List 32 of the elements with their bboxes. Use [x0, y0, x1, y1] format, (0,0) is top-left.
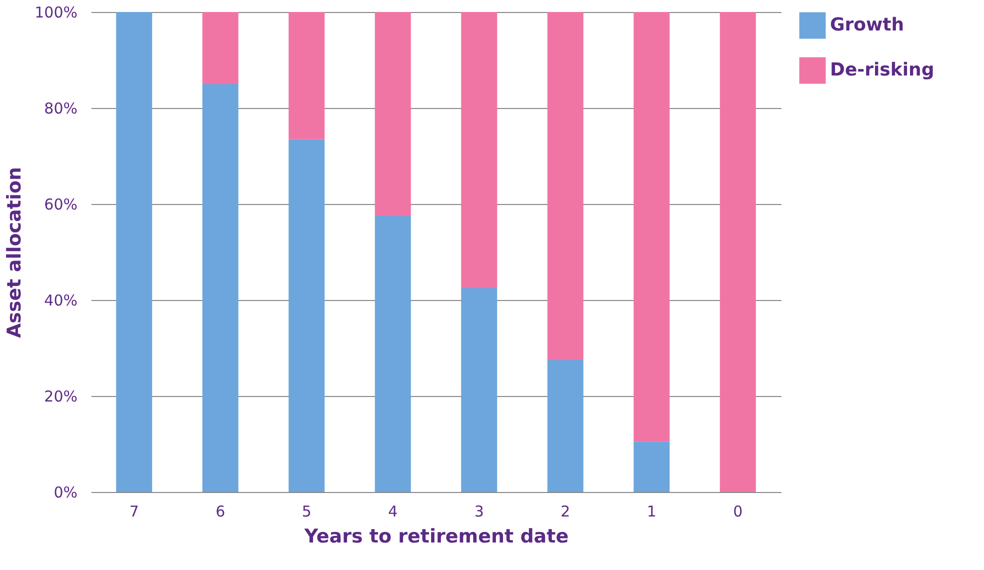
x-tick-label: 2	[560, 502, 570, 520]
y-tick-label: 60%	[44, 196, 78, 214]
bar	[202, 84, 238, 492]
legend-label: Growth	[830, 14, 904, 36]
legend-label: De-risking	[830, 60, 934, 80]
bar	[461, 12, 498, 288]
bar	[634, 12, 670, 442]
bar	[202, 12, 238, 84]
x-tick-label: 7	[129, 502, 139, 520]
bar	[461, 288, 498, 492]
bar	[720, 12, 756, 492]
x-axis-title: Years to retirement date	[303, 526, 569, 548]
x-tick-label: 4	[388, 502, 398, 520]
bar	[116, 12, 152, 492]
x-tick-label: 6	[216, 502, 226, 520]
bar	[288, 139, 325, 492]
y-tick-label: 40%	[44, 292, 78, 310]
bar	[547, 12, 584, 360]
y-axis-title: Asset allocation	[4, 166, 26, 338]
x-tick-label: 5	[302, 502, 312, 520]
x-tick-label: 0	[733, 502, 743, 520]
bar	[288, 12, 325, 140]
y-tick-label: 0%	[54, 484, 78, 502]
y-tick-label: 100%	[34, 4, 78, 22]
bar	[634, 442, 670, 492]
bar	[547, 360, 584, 492]
bar	[374, 12, 411, 216]
x-tick-label: 1	[646, 502, 656, 520]
bar	[374, 216, 411, 492]
y-tick-label: 80%	[44, 100, 78, 118]
x-tick-label: 3	[474, 502, 484, 520]
y-tick-label: 20%	[44, 388, 78, 406]
